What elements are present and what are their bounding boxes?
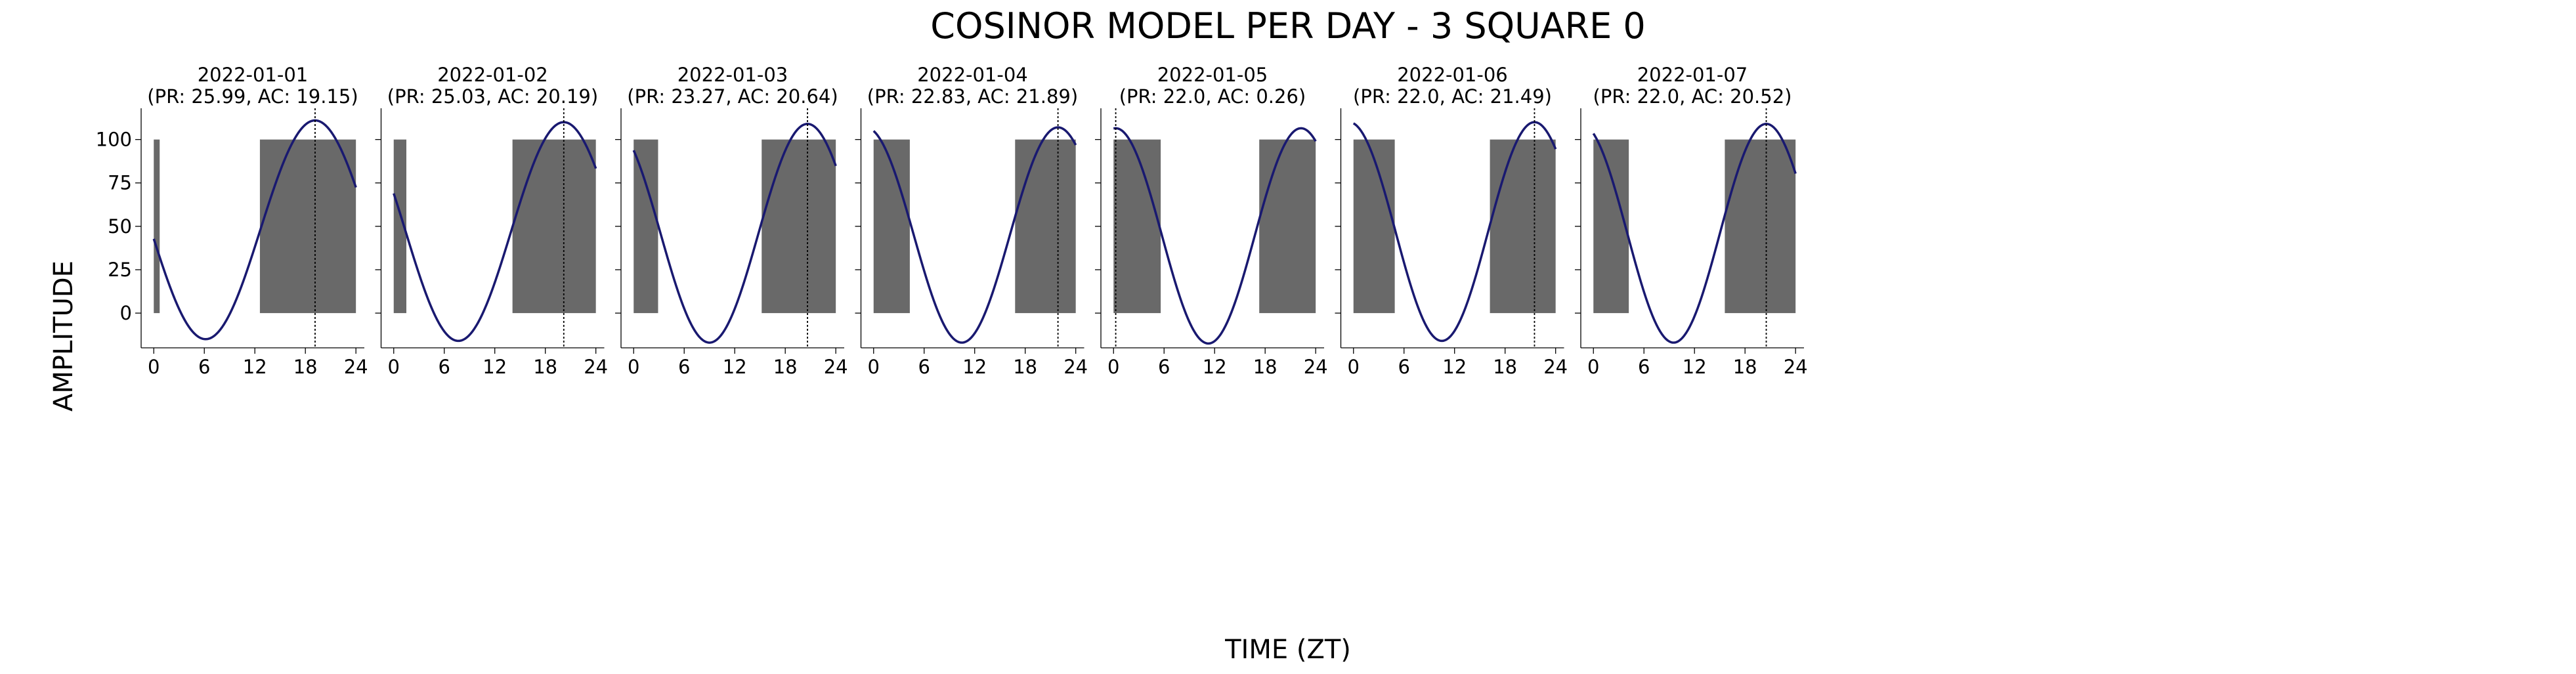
subplot-title-line: (PR: 23.27, AC: 20.64) <box>627 85 838 108</box>
x-tick-label: 12 <box>243 356 267 378</box>
cosinor-curve <box>872 126 1077 344</box>
subplot-title: 2022-01-05 (PR: 22.0, AC: 0.26) <box>1119 64 1306 108</box>
x-tick-label: 6 <box>198 356 210 378</box>
x-tick-label: 24 <box>584 356 608 378</box>
subplot-title-line: (PR: 25.03, AC: 20.19) <box>387 85 598 108</box>
cosinor-curve <box>152 119 357 341</box>
x-tick-label: 0 <box>1348 356 1360 378</box>
x-tick-label: 18 <box>773 356 798 378</box>
x-tick-label: 6 <box>1398 356 1409 378</box>
x-tick-label: 24 <box>1063 356 1088 378</box>
activity-bar <box>873 139 910 314</box>
y-tick-label: 25 <box>108 259 132 281</box>
x-tick-label: 0 <box>148 356 160 378</box>
subplot-title-line: (PR: 22.0, AC: 21.49) <box>1353 85 1552 108</box>
subplot-2022-01-03: 0 6 12 18 24 2022-01-03 (PR: 23.27, AC: 20.64) <box>615 64 848 378</box>
subplot-title: 2022-01-04 (PR: 22.83, AC: 21.89) <box>867 64 1078 108</box>
subplot-title-line: 2022-01-01 <box>198 64 309 86</box>
subplot-title-line: 2022-01-03 <box>677 64 788 86</box>
x-tick-label: 18 <box>1253 356 1277 378</box>
cosinor-curve <box>1113 127 1317 345</box>
subplot-title-line: 2022-01-02 <box>437 64 548 86</box>
panels-group: 0 6 12 18 24 0 25 50 75 100 2022-01-01 (PR: 25.99, … <box>96 64 1808 378</box>
activity-bar <box>1490 139 1556 314</box>
activity-bar <box>1015 139 1076 314</box>
subplot-title-line: (PR: 22.0, AC: 20.52) <box>1593 85 1792 108</box>
x-tick-label: 0 <box>1107 356 1119 378</box>
x-tick-label: 6 <box>678 356 690 378</box>
x-tick-label: 6 <box>1158 356 1170 378</box>
x-tick-label: 6 <box>438 356 450 378</box>
figure-ylabel: AMPLITUDE <box>49 261 79 411</box>
cosinor-curve <box>1592 123 1797 344</box>
x-tick-label: 24 <box>824 356 848 378</box>
subplot-title: 2022-01-01 (PR: 25.99, AC: 19.15) <box>147 64 358 108</box>
x-tick-label: 12 <box>483 356 507 378</box>
subplot-title: 2022-01-06 (PR: 22.0, AC: 21.49) <box>1353 64 1552 108</box>
subplot-2022-01-04: 0 6 12 18 24 2022-01-04 (PR: 22.83, AC: 21.89) <box>855 64 1088 378</box>
subplot-2022-01-05: 0 6 12 18 24 2022-01-05 (PR: 22.0, AC: 0.26) <box>1095 64 1328 378</box>
subplot-2022-01-07: 0 6 12 18 24 2022-01-07 (PR: 22.0, AC: 20.52) <box>1575 64 1808 378</box>
x-tick-label: 6 <box>918 356 930 378</box>
x-tick-label: 18 <box>1493 356 1517 378</box>
x-tick-label: 0 <box>388 356 400 378</box>
cosinor-curve <box>393 121 597 343</box>
subplot-title: 2022-01-07 (PR: 22.0, AC: 20.52) <box>1593 64 1792 108</box>
x-tick-label: 18 <box>1733 356 1757 378</box>
x-tick-label: 0 <box>1587 356 1599 378</box>
cosinor-curve <box>632 123 837 344</box>
y-tick-label: 0 <box>120 302 132 324</box>
x-tick-label: 0 <box>868 356 880 378</box>
x-tick-label: 18 <box>533 356 557 378</box>
y-tick-label: 75 <box>108 172 132 194</box>
subplot-title-line: 2022-01-05 <box>1157 64 1268 86</box>
figure-title: COSINOR MODEL PER DAY - 3 SQUARE 0 <box>930 5 1646 47</box>
x-tick-label: 6 <box>1638 356 1650 378</box>
activity-bar <box>154 139 160 314</box>
subplot-title-line: (PR: 22.83, AC: 21.89) <box>867 85 1078 108</box>
activity-bar <box>1113 139 1161 314</box>
activity-bar <box>512 139 596 314</box>
x-tick-label: 0 <box>628 356 639 378</box>
x-tick-label: 12 <box>962 356 987 378</box>
x-tick-label: 18 <box>293 356 318 378</box>
activity-bar <box>393 139 406 314</box>
figure-xlabel: TIME (ZT) <box>1224 635 1351 665</box>
x-tick-label: 12 <box>723 356 747 378</box>
activity-bar <box>1593 139 1629 314</box>
subplot-title-line: 2022-01-07 <box>1637 64 1748 86</box>
x-tick-label: 12 <box>1683 356 1707 378</box>
subplot-2022-01-01: 0 6 12 18 24 0 25 50 75 100 2022-01-01 (PR: 25.99, … <box>96 64 368 378</box>
x-tick-label: 12 <box>1203 356 1227 378</box>
y-tick-label: 100 <box>96 129 132 151</box>
subplot-2022-01-06: 0 6 12 18 24 2022-01-06 (PR: 22.0, AC: 21.49) <box>1335 64 1568 378</box>
activity-bar <box>1725 139 1796 314</box>
x-tick-label: 24 <box>344 356 368 378</box>
activity-bar <box>1259 139 1316 314</box>
x-tick-label: 24 <box>1543 356 1568 378</box>
subplot-title-line: (PR: 22.0, AC: 0.26) <box>1119 85 1306 108</box>
subplot-title-line: (PR: 25.99, AC: 19.15) <box>147 85 358 108</box>
subplot-title: 2022-01-03 (PR: 23.27, AC: 20.64) <box>627 64 838 108</box>
subplot-title-line: 2022-01-04 <box>917 64 1028 86</box>
subplot-2022-01-02: 0 6 12 18 24 2022-01-02 (PR: 25.03, AC: 20.19) <box>375 64 608 378</box>
subplot-title-line: 2022-01-06 <box>1397 64 1508 86</box>
activity-bar <box>1353 139 1395 314</box>
x-tick-label: 12 <box>1442 356 1467 378</box>
x-tick-label: 24 <box>1304 356 1328 378</box>
activity-bar <box>633 139 658 314</box>
y-tick-label: 50 <box>108 215 132 238</box>
activity-bar <box>259 139 356 314</box>
subplot-title: 2022-01-02 (PR: 25.03, AC: 20.19) <box>387 64 598 108</box>
x-tick-label: 24 <box>1784 356 1808 378</box>
activity-bar <box>762 139 836 314</box>
cosinor-curve <box>1352 121 1557 343</box>
x-tick-label: 18 <box>1013 356 1037 378</box>
